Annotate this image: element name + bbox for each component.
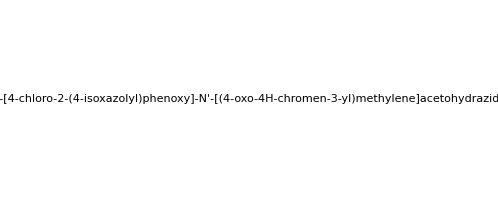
Text: 2-[4-chloro-2-(4-isoxazolyl)phenoxy]-N'-[(4-oxo-4H-chromen-3-yl)methylene]acetoh: 2-[4-chloro-2-(4-isoxazolyl)phenoxy]-N'-… [0,94,498,104]
